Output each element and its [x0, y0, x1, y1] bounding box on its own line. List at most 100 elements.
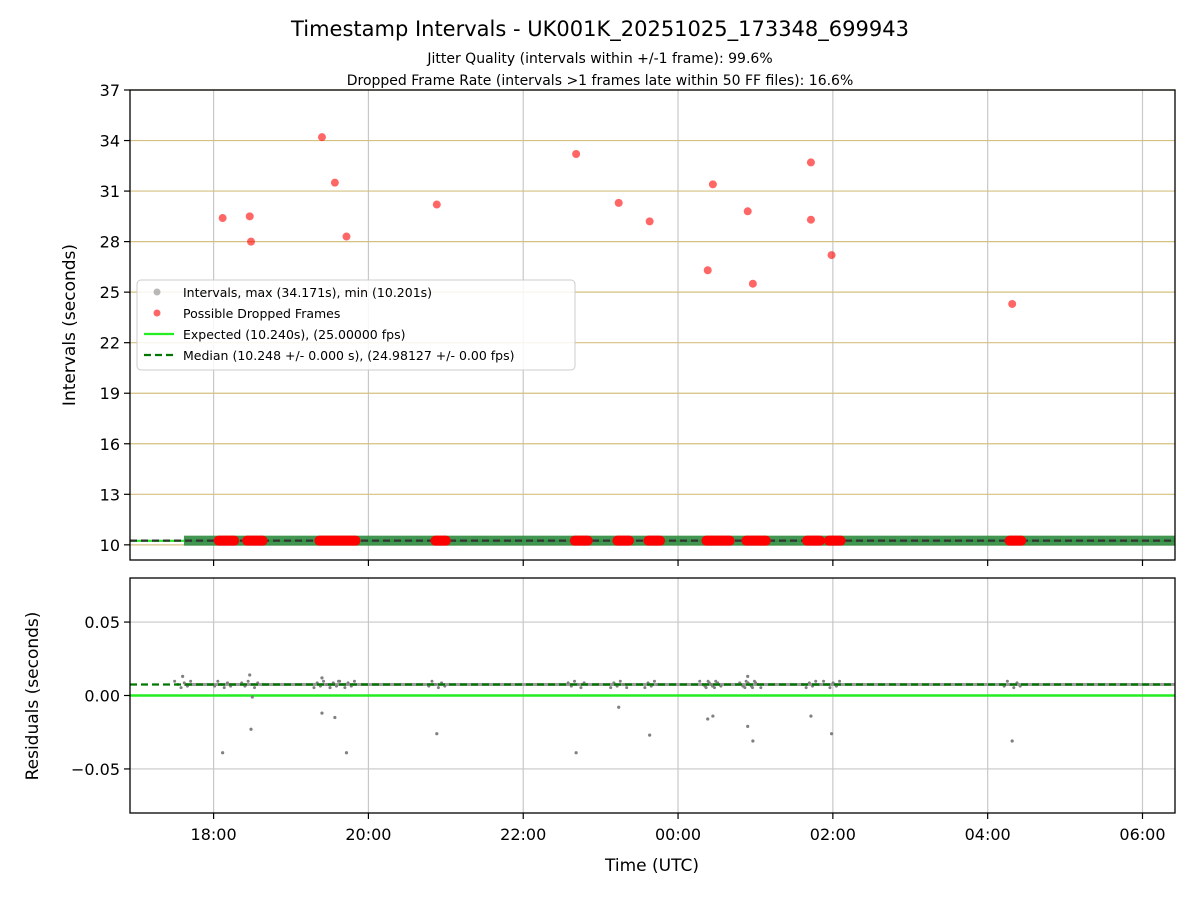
residual-point: [312, 686, 316, 690]
residual-point: [625, 686, 629, 690]
bottom-y-tick-label: −0.05: [71, 760, 120, 779]
dropped-frame-point: [743, 207, 752, 216]
residual-point: [328, 686, 332, 690]
top-y-tick-label: 25: [100, 283, 120, 302]
dropped-frame-point: [247, 237, 256, 246]
dropped-frame-point: [708, 180, 717, 189]
residual-point: [566, 681, 570, 685]
residual-point: [173, 679, 177, 683]
residual-point: [719, 684, 723, 688]
residual-point: [752, 679, 756, 683]
top-y-tick-label: 37: [100, 81, 120, 100]
residual-point: [222, 686, 226, 690]
dropped-frame-point: [645, 217, 654, 226]
residual-point: [652, 679, 656, 683]
residual-point: [436, 686, 440, 690]
residual-point: [759, 686, 763, 690]
residual-point: [322, 679, 326, 683]
residual-point: [248, 673, 252, 677]
residual-point: [706, 717, 710, 721]
bottom-x-ticks: 18:00 20:00 22:00 00:00 02:00 04:00 06:00: [191, 813, 1166, 844]
residual-point: [435, 732, 439, 736]
residual-point: [249, 727, 253, 731]
residual-point: [709, 682, 713, 686]
residual-point: [343, 686, 347, 690]
bottom-y-tick-label: 0.00: [84, 687, 120, 706]
dropped-frame-point: [806, 215, 815, 224]
residual-point: [221, 751, 225, 755]
residual-point: [333, 715, 337, 720]
residual-point: [320, 711, 324, 715]
x-tick-label: 02:00: [810, 825, 856, 844]
dropped-frame-point: [1008, 299, 1017, 308]
top-y-axis-label: Intervals (seconds): [60, 244, 80, 406]
residual-point: [336, 679, 340, 683]
residual-point: [743, 686, 747, 690]
residual-point: [648, 733, 652, 737]
dropped-frame-point: [245, 212, 254, 221]
dropped-frame-point: [432, 200, 441, 209]
residual-point: [573, 679, 577, 683]
dropped-frame-point: [342, 232, 351, 241]
bottom-panel: 0.05 0.00 −0.05 18:00 20:00 22:00 00:00 02:00 0…: [23, 577, 1176, 876]
top-axes-frame: [129, 89, 1176, 561]
residual-point: [246, 679, 250, 683]
dropped-frame-point: [218, 214, 227, 223]
residual-point: [711, 714, 715, 718]
top-y-tick-label: 22: [100, 334, 120, 353]
residual-point: [181, 674, 185, 679]
residual-point: [618, 679, 622, 683]
residual-point: [814, 679, 818, 683]
dropped-frame-point: [330, 178, 339, 187]
x-tick-label: 00:00: [655, 825, 701, 844]
residual-point: [751, 739, 755, 743]
residual-point: [829, 732, 834, 736]
residual-point: [430, 679, 434, 683]
bottom-y-ticks: 0.05 0.00 −0.05: [71, 613, 130, 779]
residual-point: [643, 686, 647, 690]
residual-point: [346, 681, 350, 685]
x-tick-label: 18:00: [191, 825, 237, 844]
residual-point: [344, 751, 349, 755]
top-y-tick-label: 13: [100, 485, 120, 504]
residual-point: [216, 679, 220, 683]
residual-point: [831, 681, 835, 685]
residual-point: [182, 681, 186, 685]
residual-point: [320, 676, 324, 680]
residual-point: [804, 686, 808, 690]
chart-title: Timestamp Intervals - UK001K_20251025_17…: [290, 17, 909, 42]
x-tick-label: 06:00: [1119, 825, 1165, 844]
residual-point: [1005, 679, 1009, 683]
residual-point: [253, 686, 257, 690]
dropped-frame-point: [748, 279, 757, 288]
dropped-frame-point: [827, 251, 836, 260]
residual-point: [352, 679, 356, 683]
top-y-tick-label: 19: [100, 384, 120, 403]
residual-point: [822, 679, 826, 683]
residual-point: [1018, 684, 1022, 688]
residual-point: [706, 679, 710, 683]
residual-point: [698, 679, 702, 683]
top-data: [130, 133, 1175, 546]
top-y-tick-label: 31: [100, 182, 120, 201]
residual-point: [1012, 686, 1016, 690]
residual-point: [225, 681, 229, 685]
bottom-data: [130, 673, 1175, 755]
dropped-frame-point: [317, 133, 326, 142]
residual-point: [189, 679, 193, 683]
x-tick-label: 22:00: [500, 825, 546, 844]
x-tick-label: 20:00: [345, 825, 391, 844]
chart-subtitle-dropped: Dropped Frame Rate (intervals >1 frames …: [347, 73, 854, 89]
residual-point: [809, 714, 813, 718]
bottom-y-axis-label: Residuals (seconds): [23, 612, 43, 781]
dropped-frame-point: [572, 150, 581, 159]
residual-point: [179, 686, 183, 690]
top-y-tick-label: 10: [100, 536, 120, 555]
residual-point: [609, 686, 613, 690]
top-x-ticks: [213, 560, 1144, 566]
residual-point: [712, 686, 716, 690]
residual-point: [838, 679, 842, 683]
residual-point: [325, 682, 329, 686]
residual-point: [746, 724, 750, 728]
